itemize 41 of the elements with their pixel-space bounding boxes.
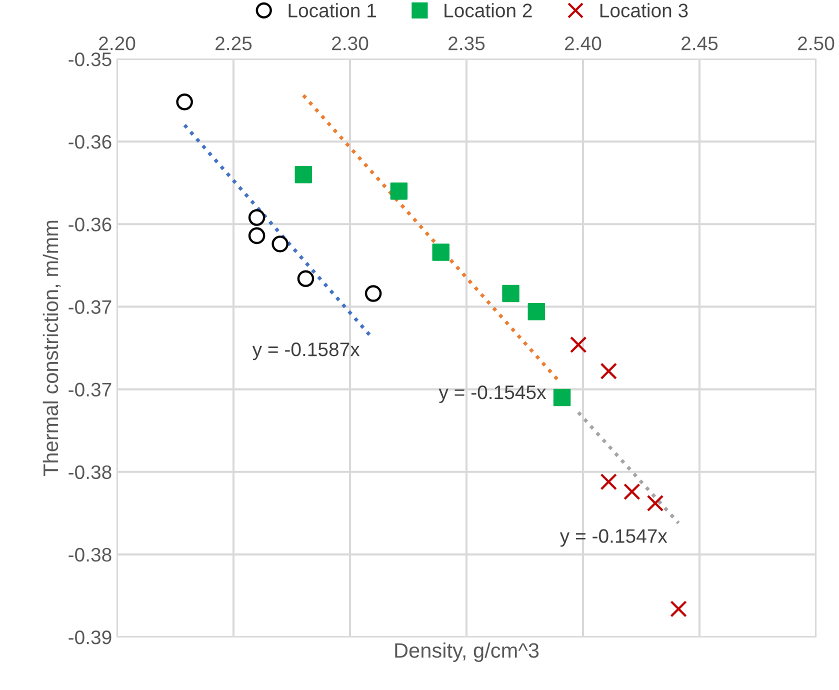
x-tick-label: 2.40 xyxy=(565,36,602,50)
point xyxy=(624,483,640,500)
x-tick-label: 2.45 xyxy=(682,36,718,50)
point xyxy=(502,284,520,302)
point xyxy=(600,362,618,380)
y-tick-label: -0.36 xyxy=(68,218,112,232)
y-tick-label: -0.38 xyxy=(68,548,112,562)
y-tick-label: -0.39 xyxy=(68,630,112,644)
x-tick-label: 2.35 xyxy=(448,36,485,50)
annotation: y = -0.1547x xyxy=(560,529,668,547)
x-tick-label: 2.30 xyxy=(332,36,368,50)
point xyxy=(176,94,193,110)
x-tick-label: 2.25 xyxy=(216,36,252,50)
point xyxy=(364,285,382,302)
point xyxy=(432,244,450,261)
point xyxy=(294,166,312,184)
y-axis-title: Thermal constriction, m/mm xyxy=(42,220,61,476)
point xyxy=(390,182,408,200)
legend-label: Location 2 xyxy=(444,3,532,18)
y-tick-label: -0.37 xyxy=(68,300,112,314)
x-tick-label: 2.50 xyxy=(798,36,834,50)
y-tick-label: -0.38 xyxy=(68,465,112,480)
point xyxy=(272,236,288,252)
legend-label: Location 1 xyxy=(288,3,376,18)
point xyxy=(600,473,618,490)
annotation: y = -0.1587x xyxy=(252,342,360,360)
point xyxy=(528,303,546,320)
x-axis-title: Density, g/cm^3 xyxy=(395,642,539,662)
x-tick-label: 2.20 xyxy=(99,36,136,50)
point xyxy=(297,270,314,288)
y-tick-label: -0.35 xyxy=(68,52,112,66)
point xyxy=(570,336,587,354)
y-tick-label: -0.36 xyxy=(68,135,112,149)
point xyxy=(646,494,664,512)
point xyxy=(670,600,687,618)
y-tick-label: -0.37 xyxy=(68,382,112,397)
annotation: y = -0.1545x xyxy=(438,385,546,404)
point xyxy=(248,209,266,226)
point xyxy=(553,388,571,406)
legend-label: Location 3 xyxy=(600,3,688,18)
point xyxy=(248,227,266,244)
